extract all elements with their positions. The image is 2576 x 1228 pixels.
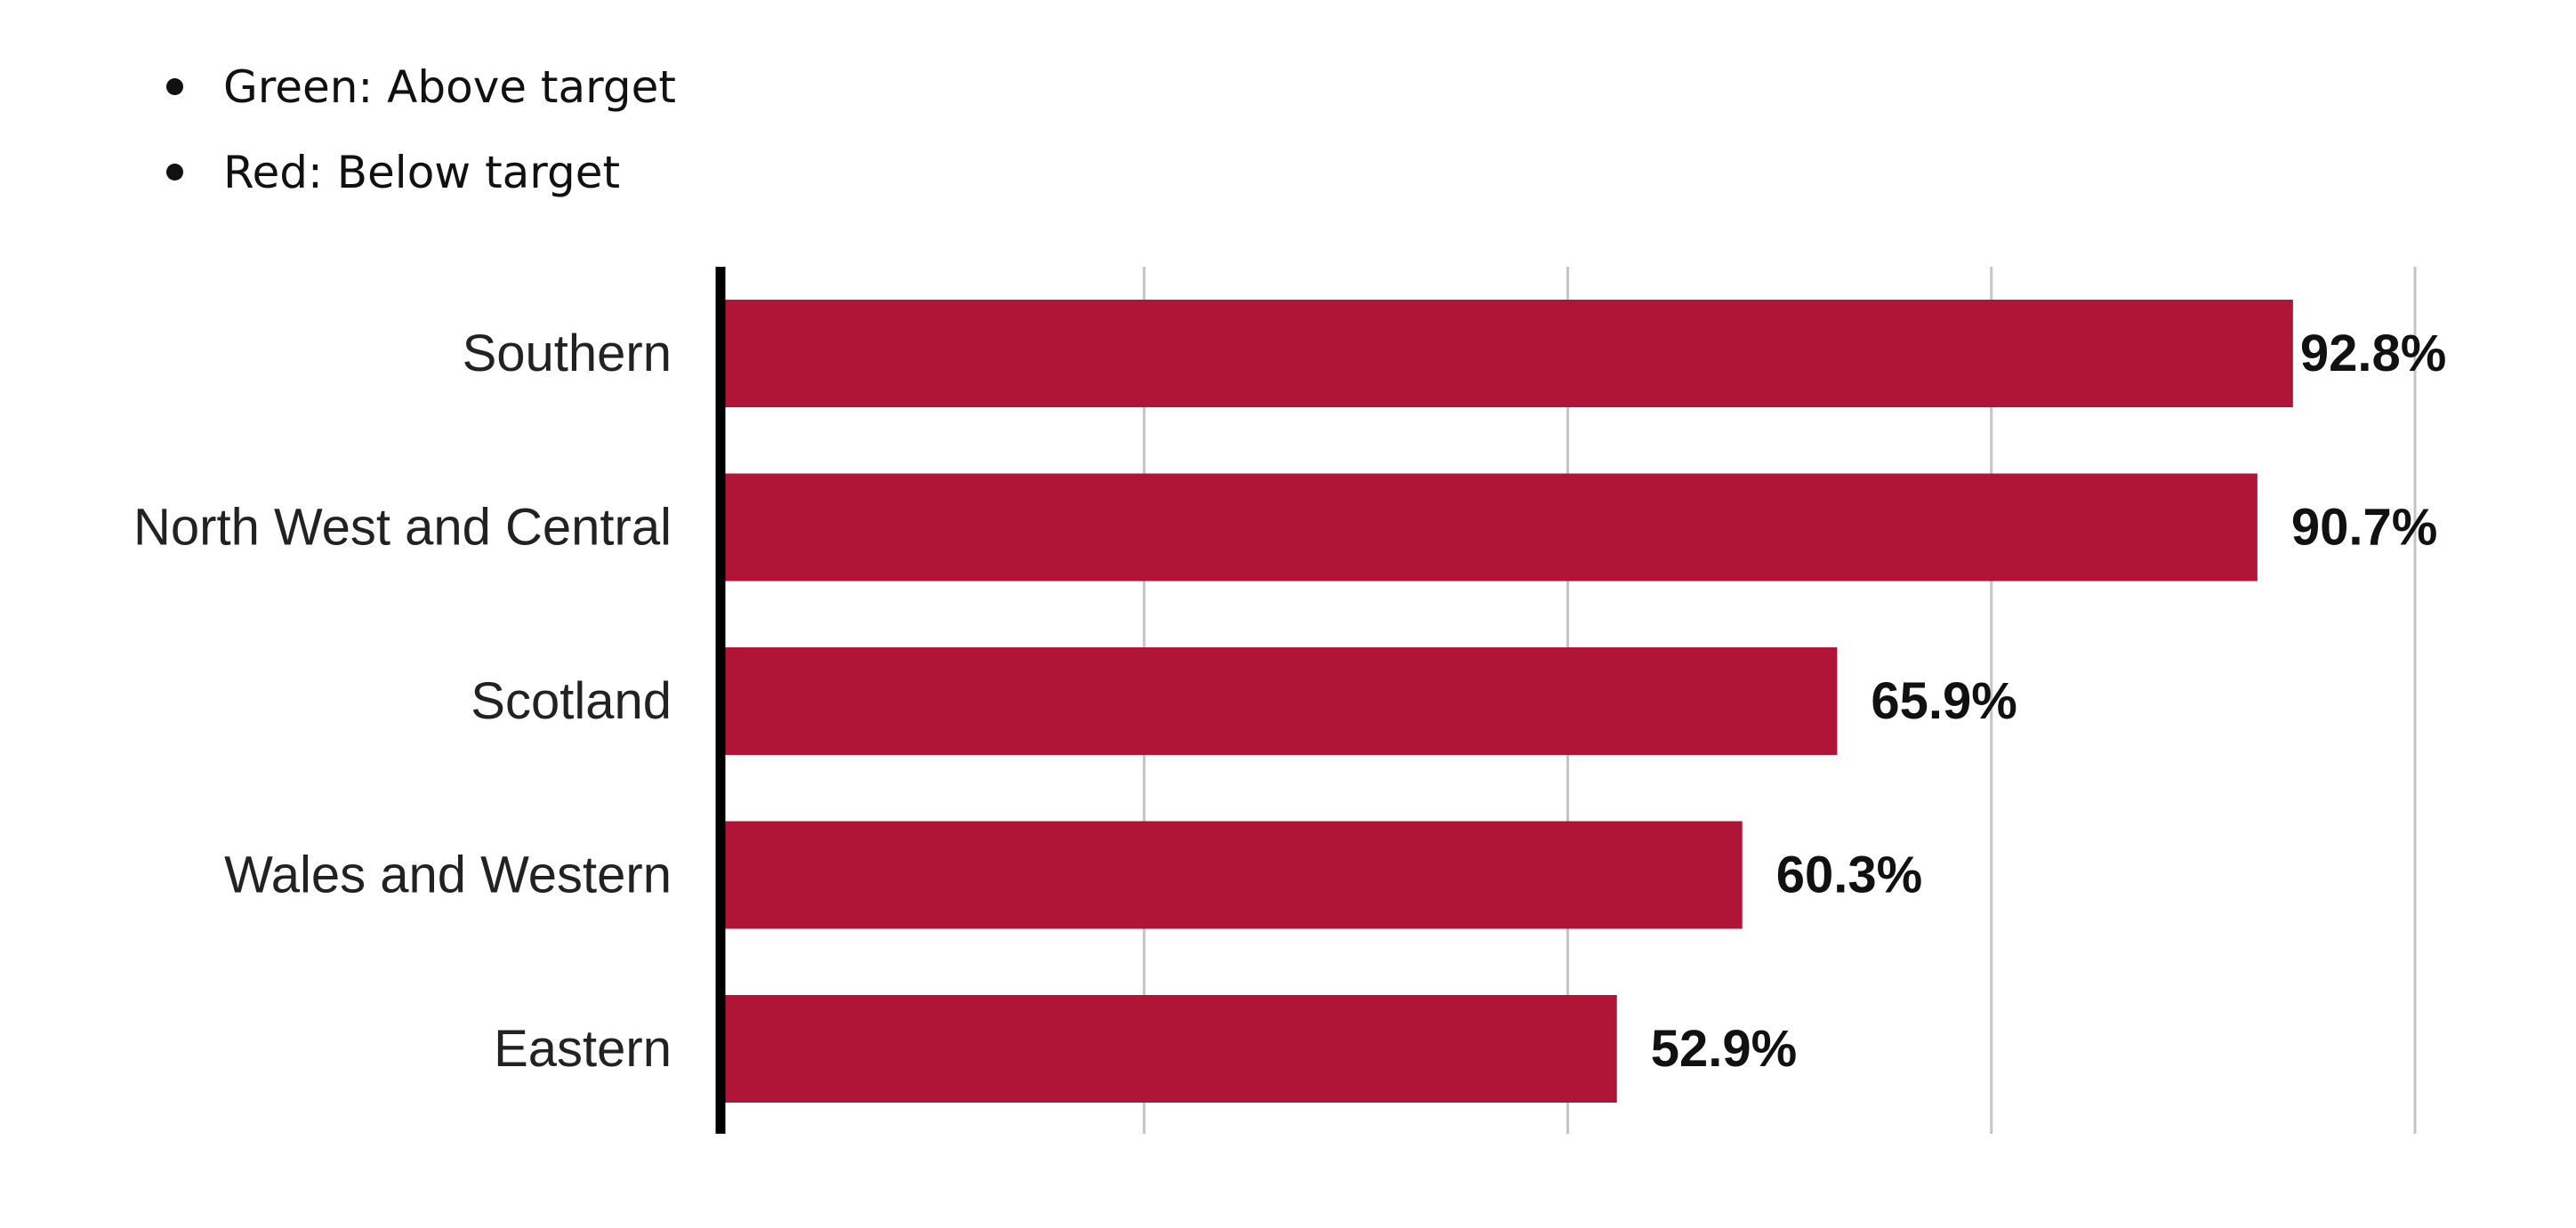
legend-item-below-target: Red: Below target [156, 134, 676, 220]
value-label-3: 60.3% [1776, 847, 1922, 904]
value-label-0: 92.8% [2300, 325, 2446, 382]
bullet-icon [166, 78, 183, 95]
legend-item-above-target: Green: Above target [156, 49, 676, 134]
category-label-1: North West and Central [133, 499, 672, 557]
bullet-icon [166, 164, 183, 181]
category-label-2: Scotland [471, 672, 672, 730]
bars [720, 300, 2293, 1103]
value-label-4: 52.9% [1651, 1020, 1797, 1078]
category-label-4: Eastern [494, 1020, 672, 1078]
value-label-1: 90.7% [2291, 499, 2437, 557]
legend: Green: Above target Red: Below target [156, 49, 676, 220]
value-labels: 92.8% 90.7% 65.9% 60.3% 52.9% [1651, 325, 2447, 1078]
category-label-3: Wales and Western [224, 847, 672, 904]
bar-4 [720, 995, 1617, 1103]
bar-2 [720, 647, 1838, 755]
bar-3 [720, 821, 1743, 929]
legend-label: Red: Below target [223, 147, 621, 198]
bar-0 [720, 300, 2293, 407]
bar-1 [720, 473, 2258, 582]
value-label-2: 65.9% [1871, 672, 2017, 730]
category-label-0: Southern [463, 325, 672, 382]
legend-label: Green: Above target [223, 61, 676, 113]
category-labels: Southern North West and Central Scotland Wa… [133, 325, 672, 1078]
